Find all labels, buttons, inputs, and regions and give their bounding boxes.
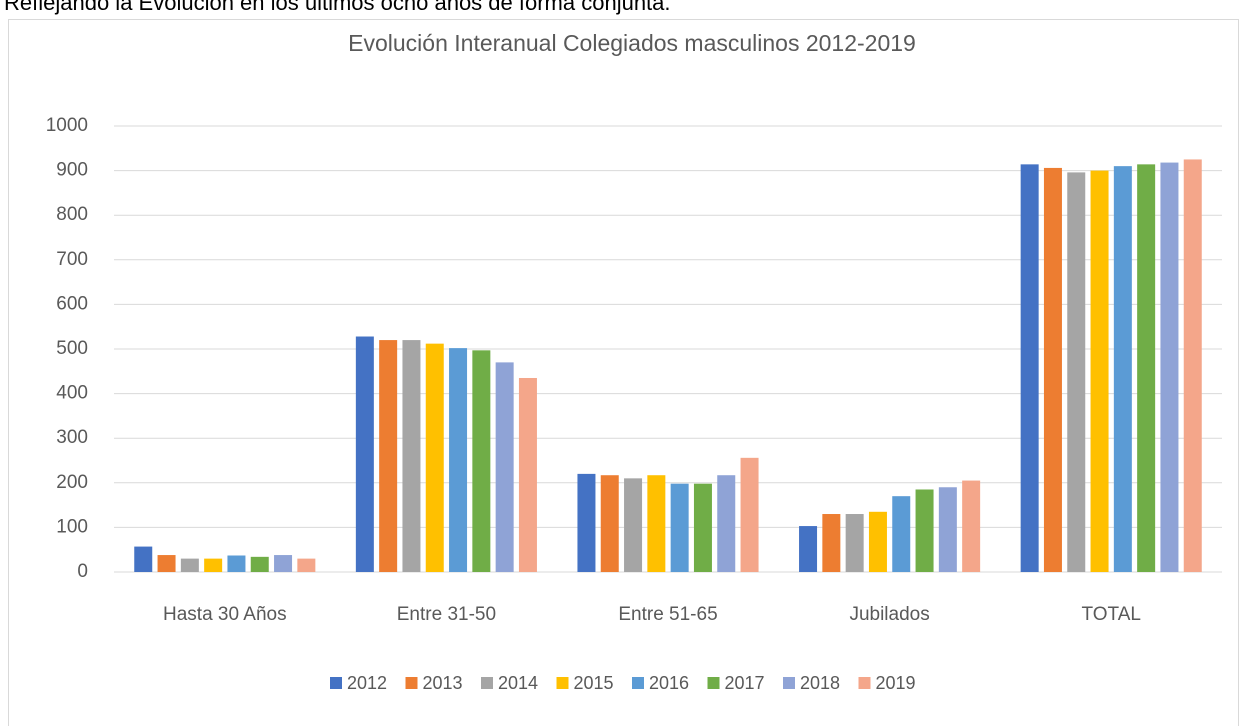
- bar: [670, 483, 689, 572]
- bar: [1113, 166, 1132, 572]
- chart-frame: [8, 19, 1239, 726]
- x-tick-label: Hasta 30 Años: [163, 604, 287, 625]
- y-tick-label: 800: [56, 204, 88, 225]
- legend-label: 2018: [800, 673, 840, 693]
- bar: [274, 555, 293, 572]
- legend-swatch: [556, 677, 569, 689]
- bar: [577, 473, 596, 572]
- legend-label: 2017: [725, 673, 765, 693]
- y-tick-label: 100: [56, 516, 88, 537]
- bar: [717, 475, 736, 572]
- bar: [157, 555, 176, 572]
- y-tick-label: 300: [56, 427, 88, 448]
- legend-label: 2013: [423, 673, 463, 693]
- bar: [379, 340, 398, 572]
- bar: [355, 336, 374, 572]
- caption: Reflejando la Evolución en los últimos o…: [4, 0, 671, 15]
- legend-label: 2012: [347, 673, 387, 693]
- legend-swatch: [707, 677, 720, 689]
- y-tick-label: 400: [56, 383, 88, 404]
- legend-swatch: [632, 677, 644, 689]
- y-tick-label: 200: [56, 472, 88, 493]
- legend-swatch: [330, 677, 342, 689]
- legend-swatch: [481, 677, 493, 689]
- bar: [204, 558, 223, 572]
- legend-swatch: [405, 677, 418, 689]
- x-tick-label: TOTAL: [1081, 604, 1140, 625]
- bar: [962, 480, 981, 572]
- bar: [472, 350, 491, 572]
- x-tick-label: Jubilados: [849, 604, 929, 625]
- bar: [1043, 167, 1062, 572]
- bar: [495, 362, 514, 572]
- bar: [1137, 164, 1156, 572]
- bar: [518, 377, 537, 572]
- bar: [402, 340, 421, 572]
- y-tick-label: 700: [56, 249, 88, 270]
- bar: [180, 558, 199, 572]
- chart-title: Evolución Interanual Colegiados masculin…: [348, 30, 916, 56]
- bar: [693, 483, 712, 572]
- bar: [624, 478, 643, 572]
- bar: [297, 558, 316, 572]
- x-tick-label: Entre 51-65: [618, 604, 717, 625]
- legend-label: 2019: [876, 673, 916, 693]
- legend-swatch: [858, 677, 871, 689]
- bar: [647, 475, 666, 572]
- bar: [425, 343, 444, 572]
- y-tick-label: 900: [56, 160, 88, 181]
- x-tick-label: Entre 31-50: [397, 604, 496, 625]
- bar: [449, 348, 468, 572]
- bar: [938, 487, 957, 572]
- bar: [892, 496, 911, 572]
- y-tick-label: 500: [56, 338, 88, 359]
- bar: [915, 489, 934, 572]
- legend-swatch: [783, 677, 795, 689]
- bar: [822, 514, 841, 572]
- y-tick-label: 1000: [46, 115, 88, 136]
- y-tick-label: 600: [56, 293, 88, 314]
- bar: [1020, 164, 1039, 572]
- bar: [740, 457, 759, 572]
- y-tick-label: 0: [77, 561, 88, 582]
- legend-label: 2015: [574, 673, 614, 693]
- bar: [1090, 170, 1109, 572]
- bar: [250, 556, 269, 572]
- legend-label: 2016: [649, 673, 689, 693]
- bar: [868, 511, 887, 572]
- bar: [1160, 162, 1179, 572]
- bar: [600, 475, 619, 572]
- bar: [845, 514, 864, 572]
- legend-label: 2014: [498, 673, 538, 693]
- bar: [227, 555, 246, 572]
- bar: [799, 526, 818, 572]
- bar: [134, 546, 153, 572]
- bar: [1067, 172, 1086, 572]
- bar: [1183, 159, 1202, 572]
